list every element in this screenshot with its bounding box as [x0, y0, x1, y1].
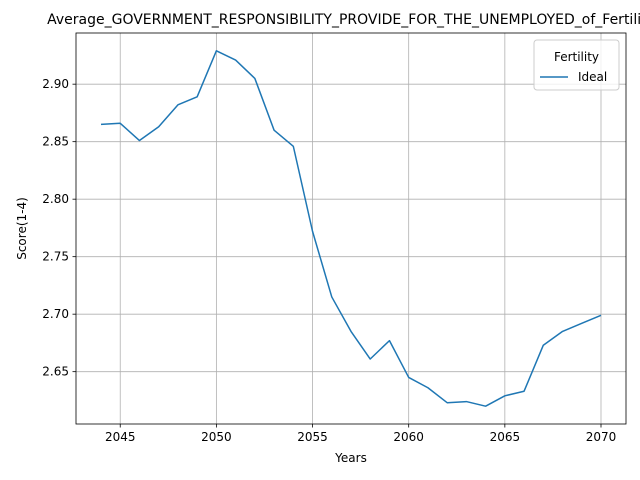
- legend: Fertility Ideal: [533, 39, 620, 91]
- x-tick-label: 2055: [297, 430, 328, 444]
- x-tick-label: 2070: [586, 430, 617, 444]
- legend-label-ideal: Ideal: [578, 70, 607, 84]
- x-tick-label: 2045: [105, 430, 136, 444]
- y-tick-label: 2.90: [42, 77, 69, 91]
- chart-title: Average_GOVERNMENT_RESPONSIBILITY_PROVID…: [47, 12, 640, 28]
- x-axis: 2045 2050 2055 2060 2065 2070: [105, 424, 616, 444]
- y-tick-label: 2.65: [42, 365, 69, 379]
- grid-lines: [76, 33, 626, 424]
- x-tick-label: 2050: [201, 430, 232, 444]
- y-tick-label: 2.85: [42, 135, 69, 149]
- y-tick-label: 2.70: [42, 307, 69, 321]
- y-axis: 2.65 2.70 2.75 2.80 2.85 2.90: [42, 77, 76, 379]
- series-layer: [100, 50, 602, 407]
- x-tick-label: 2060: [393, 430, 424, 444]
- y-tick-label: 2.75: [42, 250, 69, 264]
- y-axis-label: Score(1-4): [15, 197, 29, 260]
- y-tick-label: 2.80: [42, 192, 69, 206]
- series-line-ideal: [100, 50, 602, 407]
- x-tick-label: 2065: [490, 430, 521, 444]
- x-axis-label: Years: [334, 451, 367, 465]
- plot-frame: [75, 32, 627, 425]
- legend-title: Fertility: [554, 50, 599, 64]
